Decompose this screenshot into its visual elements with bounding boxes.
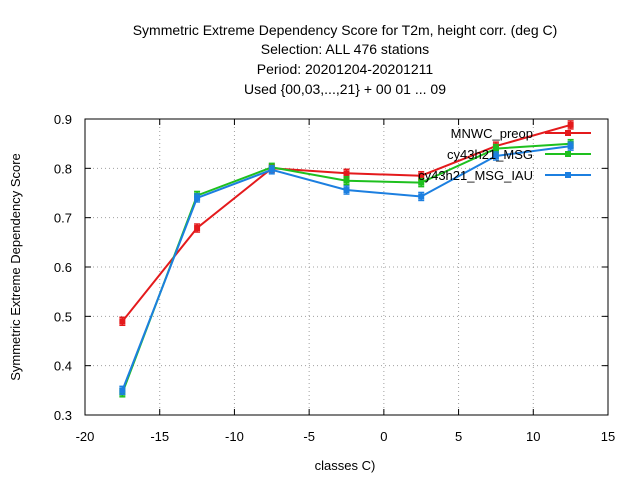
y-axis-label: Symmetric Extreme Dependency Score [8, 153, 23, 381]
data-point [492, 153, 499, 159]
x-tick-label: -10 [225, 429, 244, 444]
y-tick-label: 0.6 [54, 260, 72, 275]
x-tick-label: -20 [76, 429, 95, 444]
legend-label: MNWC_preop [451, 126, 533, 141]
data-point [119, 387, 126, 394]
axis-ticks: -20 -15 -10 -5 0 5 10 15 0.3 0.4 0.5 0.6 0.7 0.8 0.9 [54, 112, 615, 444]
data-point [567, 121, 574, 128]
grid [85, 119, 608, 415]
x-tick-label: 15 [601, 429, 615, 444]
y-tick-label: 0.5 [54, 309, 72, 324]
legend-label: cy43h21_MSG [447, 147, 533, 162]
legend-label: cy43h21_MSG_IAU [418, 168, 533, 183]
title-line-1: Symmetric Extreme Dependency Score for T… [133, 22, 558, 38]
x-tick-label: 10 [526, 429, 540, 444]
data-point [343, 177, 350, 184]
data-point [119, 318, 126, 325]
series-layer [119, 120, 574, 398]
y-tick-label: 0.7 [54, 211, 72, 226]
data-point [343, 170, 350, 177]
data-point [492, 145, 499, 152]
data-point [194, 225, 201, 232]
legend: MNWC_preop cy43h21_MSG cy43h21_MSG_IAU [418, 126, 591, 183]
x-tick-label: -5 [303, 429, 315, 444]
title-line-2: Selection: ALL 476 stations [261, 41, 429, 57]
data-point [418, 179, 425, 186]
y-tick-label: 0.3 [54, 408, 72, 423]
data-point [418, 172, 425, 179]
x-axis-label: classes C) [315, 458, 376, 473]
x-tick-label: -15 [150, 429, 169, 444]
title-line-3: Period: 20201204-20201211 [257, 61, 434, 77]
x-tick-label: 5 [455, 429, 462, 444]
data-point [567, 143, 574, 150]
x-tick-label: 0 [380, 429, 387, 444]
legend-marker [565, 172, 571, 178]
legend-marker [565, 130, 571, 136]
data-point [418, 193, 425, 200]
y-tick-label: 0.8 [54, 161, 72, 176]
y-tick-label: 0.9 [54, 112, 72, 127]
y-tick-label: 0.4 [54, 359, 72, 374]
legend-marker [565, 151, 571, 157]
data-point [194, 194, 201, 201]
data-point [343, 187, 350, 194]
title-line-4: Used {00,03,...,21} + 00 01 ... 09 [244, 81, 446, 97]
chart-title: Symmetric Extreme Dependency Score for T… [133, 22, 558, 97]
data-point [268, 166, 275, 173]
